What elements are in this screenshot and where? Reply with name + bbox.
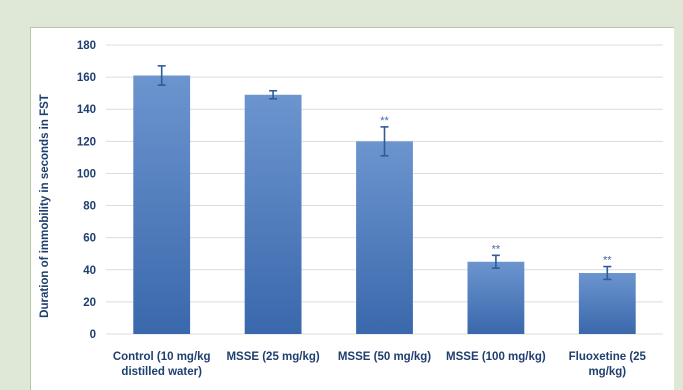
y-tick-label: 140 (77, 104, 96, 116)
y-tick-label: 40 (83, 265, 96, 277)
error-bar (269, 89, 278, 100)
x-tick-label: Fluoxetine (25 mg/kg) (569, 351, 647, 378)
error-bar (157, 65, 166, 86)
y-tick-label: 100 (77, 168, 96, 180)
error-bar (380, 126, 389, 157)
error-bars (157, 65, 612, 281)
x-tick-label: MSSE (50 mg/kg) (338, 351, 431, 363)
y-axis-label: Duration of immobility in seconds in FST (39, 94, 51, 318)
bar (356, 141, 413, 334)
y-axis-ticks: 0 20 40 60 80 100 120 140 160 180 (77, 40, 96, 341)
error-bar (491, 254, 500, 269)
bar (578, 272, 636, 334)
bar-chart: 0 20 40 60 80 100 120 140 160 180 ** ** ** Control … (39, 40, 663, 378)
significance-marker: ** (492, 243, 501, 255)
y-tick-label: 60 (83, 233, 96, 245)
bar (467, 261, 525, 334)
y-tick-label: 180 (77, 40, 96, 52)
chart-panel: 0 20 40 60 80 100 120 140 160 180 ** ** ** Control … (30, 27, 674, 390)
bar (133, 75, 191, 334)
y-tick-label: 120 (77, 136, 96, 148)
y-tick-label: 80 (83, 201, 96, 213)
bar (244, 94, 302, 335)
x-tick-label: MSSE (25 mg/kg) (226, 351, 319, 363)
y-tick-label: 0 (90, 329, 96, 341)
significance-annotations: ** ** ** (380, 115, 612, 267)
x-tick-label: MSSE (100 mg/kg) (446, 351, 546, 363)
significance-marker: ** (603, 255, 612, 267)
significance-marker: ** (380, 115, 389, 127)
bars (133, 75, 636, 335)
x-tick-label: Control (10 mg/kg distilled water) (113, 351, 211, 378)
y-tick-label: 160 (77, 72, 96, 84)
y-tick-label: 20 (83, 297, 96, 309)
x-axis-ticks: Control (10 mg/kg distilled water) MSSE (2… (113, 351, 647, 378)
error-bar (603, 265, 612, 281)
